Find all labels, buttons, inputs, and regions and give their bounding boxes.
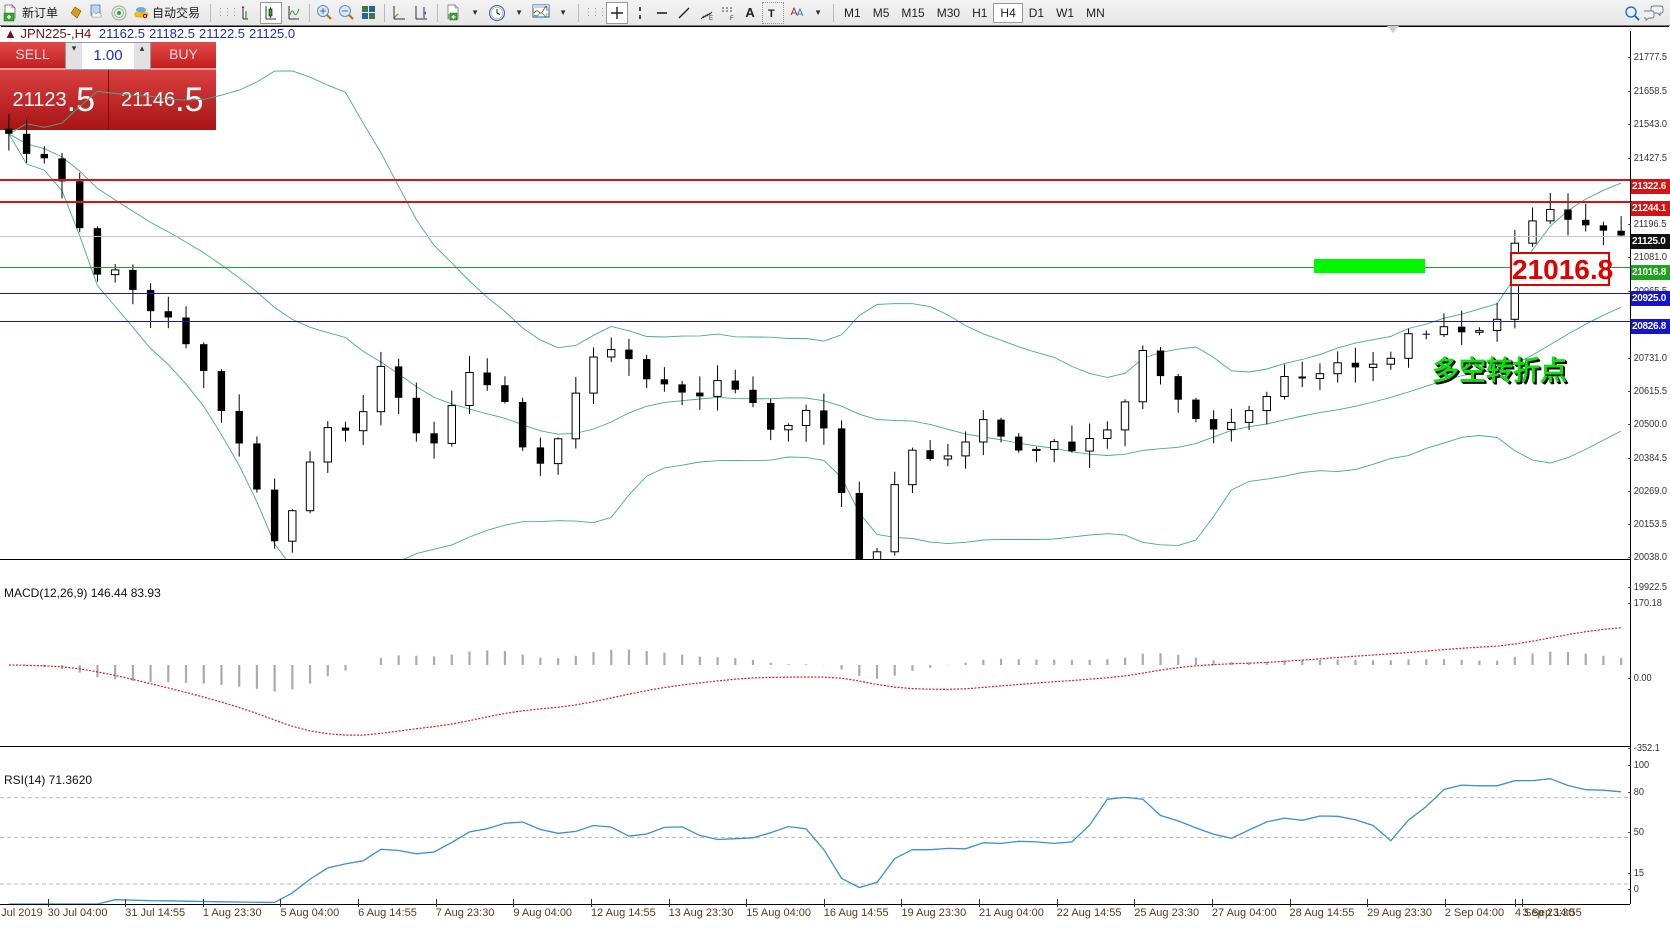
svg-text:E: E	[709, 16, 713, 21]
svg-text:T: T	[768, 8, 775, 20]
svg-text:F: F	[730, 16, 734, 21]
